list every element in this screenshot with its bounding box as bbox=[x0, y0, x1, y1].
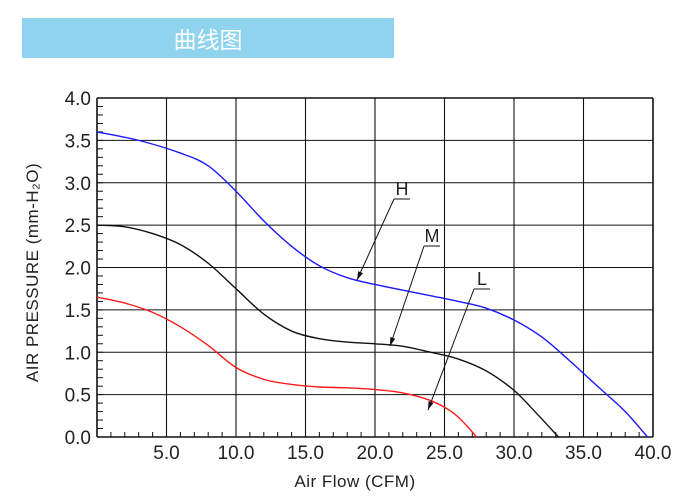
y-tick-label: 1.5 bbox=[65, 301, 91, 322]
tick-labels: 5.0 10.0 15.0 20.0 25.0 30.0 35.0 40.0 0.0 0.5 1.0… bbox=[65, 89, 672, 464]
y-tick-label: 0.0 bbox=[65, 428, 91, 449]
x-tick-label: 25.0 bbox=[426, 443, 463, 464]
chart-title: 曲线图 bbox=[173, 28, 243, 54]
curve-label-H: H bbox=[396, 179, 409, 199]
x-tick-label: 30.0 bbox=[496, 443, 533, 464]
series-line-M bbox=[96, 224, 559, 438]
y-tick-label: 3.5 bbox=[65, 131, 91, 152]
y-tick-label: 2.0 bbox=[65, 259, 91, 280]
leader-arrow-H bbox=[357, 271, 363, 280]
x-tick-label: 40.0 bbox=[635, 443, 672, 464]
x-tick-label: 10.0 bbox=[218, 443, 255, 464]
series-line-H bbox=[96, 131, 648, 438]
curve-labels: H M L bbox=[356, 179, 490, 411]
x-axis-label: Air Flow (CFM) bbox=[294, 472, 415, 491]
y-tick-label: 1.0 bbox=[65, 343, 91, 364]
curve-label-L: L bbox=[477, 269, 487, 289]
series-line-L bbox=[96, 296, 477, 438]
curve-label-M: M bbox=[425, 226, 440, 246]
grid bbox=[96, 97, 654, 438]
y-tick-label: 4.0 bbox=[65, 89, 91, 110]
y-axis-label: AIR PRESSURE (mm-H₂O) bbox=[23, 163, 42, 382]
leader-arrow-L bbox=[428, 401, 434, 410]
curves bbox=[96, 131, 648, 438]
leader-line-L bbox=[427, 288, 475, 411]
x-tick-label: 15.0 bbox=[287, 443, 324, 464]
leader-line-H bbox=[356, 198, 395, 281]
y-tick-label: 2.5 bbox=[65, 216, 91, 237]
x-tick-label: 20.0 bbox=[357, 443, 394, 464]
leader-arrow-M bbox=[390, 337, 396, 346]
leader-line-M bbox=[389, 245, 425, 347]
x-tick-label: 35.0 bbox=[565, 443, 602, 464]
x-tick-label: 5.0 bbox=[153, 443, 179, 464]
chart-title-banner: 曲线图 bbox=[22, 18, 394, 58]
y-tick-label: 3.0 bbox=[65, 174, 91, 195]
y-tick-label: 0.5 bbox=[65, 386, 91, 407]
